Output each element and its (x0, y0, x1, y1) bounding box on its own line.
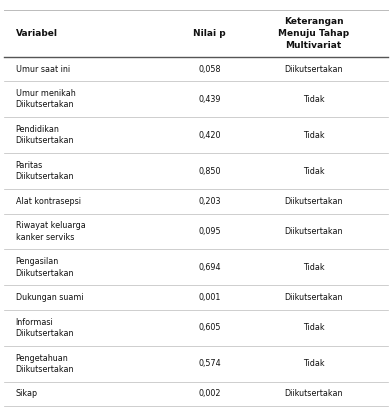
Text: Pengasilan
Diikutsertakan: Pengasilan Diikutsertakan (16, 257, 74, 278)
Text: 0,694: 0,694 (198, 263, 221, 272)
Text: 0,002: 0,002 (198, 389, 221, 398)
Text: Keterangan
Menuju Tahap
Multivariat: Keterangan Menuju Tahap Multivariat (278, 18, 349, 50)
Text: Nilai p: Nilai p (193, 29, 226, 38)
Text: Tidak: Tidak (303, 359, 325, 368)
Text: 0,439: 0,439 (198, 95, 221, 104)
Text: Tidak: Tidak (303, 131, 325, 140)
Text: Pendidikan
Diikutsertakan: Pendidikan Diikutsertakan (16, 125, 74, 146)
Text: 0,420: 0,420 (198, 131, 221, 140)
Text: Pengetahuan
Diikutsertakan: Pengetahuan Diikutsertakan (16, 353, 74, 374)
Text: Umur saat ini: Umur saat ini (16, 65, 70, 74)
Text: Tidak: Tidak (303, 167, 325, 176)
Text: Tidak: Tidak (303, 323, 325, 332)
Text: 0,605: 0,605 (198, 323, 221, 332)
Text: 0,001: 0,001 (198, 293, 221, 302)
Text: Umur menikah
Diikutsertakan: Umur menikah Diikutsertakan (16, 89, 75, 110)
Text: Diikutsertakan: Diikutsertakan (284, 389, 343, 398)
Text: Tidak: Tidak (303, 95, 325, 104)
Text: Diikutsertakan: Diikutsertakan (284, 293, 343, 302)
Text: Informasi
Diikutsertakan: Informasi Diikutsertakan (16, 317, 74, 338)
Text: 0,095: 0,095 (198, 227, 221, 236)
Text: Paritas
Diikutsertakan: Paritas Diikutsertakan (16, 161, 74, 182)
Text: Dukungan suami: Dukungan suami (16, 293, 83, 302)
Text: Diikutsertakan: Diikutsertakan (284, 65, 343, 74)
Text: Riwayat keluarga
kanker serviks: Riwayat keluarga kanker serviks (16, 221, 85, 242)
Text: Diikutsertakan: Diikutsertakan (284, 227, 343, 236)
Text: 0,203: 0,203 (198, 197, 221, 206)
Text: Sikap: Sikap (16, 389, 38, 398)
Text: Alat kontrasepsi: Alat kontrasepsi (16, 197, 81, 206)
Text: 0,574: 0,574 (198, 359, 221, 368)
Text: Variabel: Variabel (16, 29, 58, 38)
Text: Tidak: Tidak (303, 263, 325, 272)
Text: 0,850: 0,850 (198, 167, 221, 176)
Text: 0,058: 0,058 (198, 65, 221, 74)
Text: Diikutsertakan: Diikutsertakan (284, 197, 343, 206)
